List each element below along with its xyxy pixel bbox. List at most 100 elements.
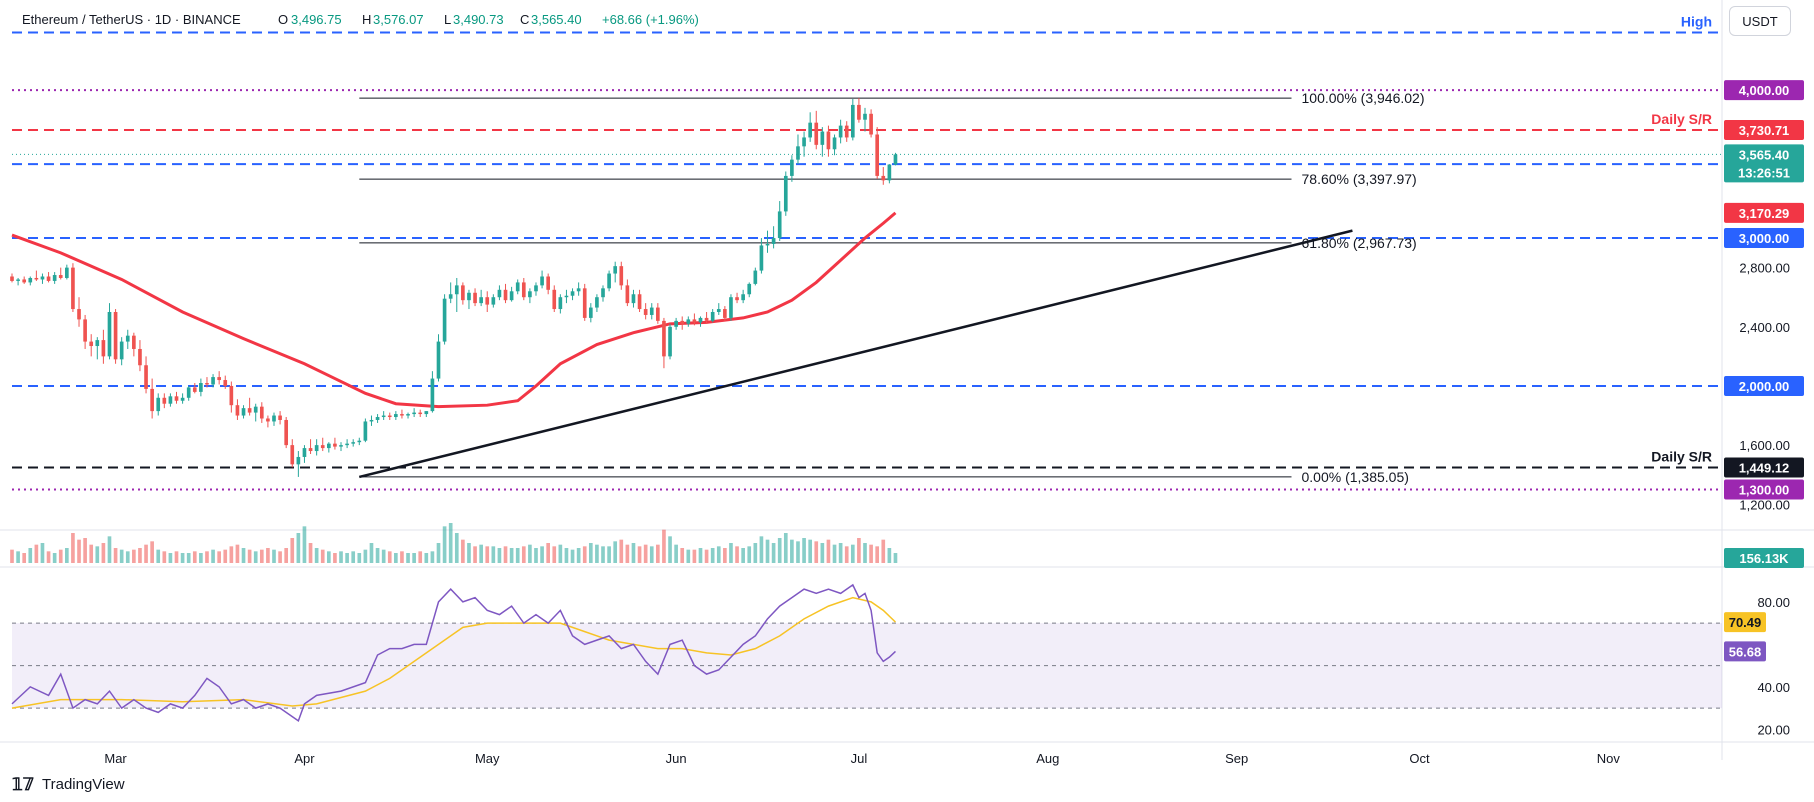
volume-bar xyxy=(607,546,611,563)
volume-bar xyxy=(790,539,794,563)
candle-body xyxy=(515,282,520,292)
volume-bar xyxy=(394,553,398,563)
volume-bar xyxy=(71,533,75,563)
volume-bar xyxy=(327,551,331,563)
candle-body xyxy=(759,245,764,271)
volume-bar xyxy=(625,544,630,563)
volume-bar xyxy=(333,553,337,563)
volume-bar xyxy=(576,548,581,563)
candle-body xyxy=(430,378,435,412)
candle-body xyxy=(625,285,630,304)
candle-body xyxy=(790,159,794,176)
volume-tag-bg xyxy=(1724,548,1804,568)
candle-body xyxy=(461,285,465,301)
candle-body xyxy=(528,291,532,298)
time-tick-label: Apr xyxy=(294,751,315,766)
trendline[interactable] xyxy=(358,229,1353,479)
fibonacci-retracement[interactable]: 100.00% (3,946.02) 78.60% (3,397.97) 61.80… xyxy=(359,90,1424,485)
volume-bar xyxy=(680,548,685,563)
branding-text: TradingView xyxy=(42,776,125,793)
candle-body xyxy=(375,417,380,420)
volume-bar xyxy=(521,546,526,563)
rsi-tick-label: 20.00 xyxy=(1757,722,1790,737)
volume-bar xyxy=(741,548,745,563)
candle-body xyxy=(247,408,252,413)
candle-body xyxy=(448,294,453,299)
volume-bar xyxy=(686,549,691,563)
candle-body xyxy=(796,146,800,160)
current-price-tag-bg xyxy=(1724,144,1804,183)
candle-body xyxy=(509,291,514,301)
candle-body xyxy=(454,285,459,295)
volume-bar xyxy=(674,544,678,563)
horizontal-levels: High Daily S/R Daily S/R xyxy=(12,13,1722,491)
candle-body xyxy=(71,267,75,310)
open-label: O xyxy=(278,12,288,27)
volume-bar xyxy=(387,551,392,563)
volume-bar xyxy=(777,538,782,563)
candle-body xyxy=(235,405,240,416)
volume-bar xyxy=(412,553,416,563)
candle-body xyxy=(83,319,87,342)
header: Ethereum / TetherUS · 1D · BINANCE O 3,4… xyxy=(22,12,699,27)
level-tag: 2,000.00 xyxy=(1739,379,1790,394)
volume-bar xyxy=(199,553,203,563)
volume-bar xyxy=(771,543,776,563)
volume-bar xyxy=(467,543,471,563)
candle-body xyxy=(205,383,209,385)
volume-bar xyxy=(314,548,319,563)
candle-body xyxy=(698,317,703,323)
candle-body xyxy=(394,414,398,418)
low-label: L xyxy=(444,12,451,27)
candle-body xyxy=(52,275,57,281)
volume-bar xyxy=(515,548,520,563)
candle-body xyxy=(186,387,191,398)
volume-bar xyxy=(174,551,179,563)
volume-bar xyxy=(863,543,867,563)
candle-body xyxy=(290,445,295,465)
candle-body xyxy=(747,283,752,295)
candle-body xyxy=(802,137,806,147)
tradingview-logo[interactable]: 𝟙𝟟 TradingView xyxy=(12,775,125,794)
rsi-tag: 56.68 xyxy=(1729,644,1762,659)
candle-body xyxy=(77,309,81,320)
volume-bar xyxy=(418,551,423,563)
candle-body xyxy=(320,445,325,449)
volume-bar xyxy=(290,538,295,563)
candle-body xyxy=(144,365,148,389)
volume-bar xyxy=(631,543,636,563)
candle-body xyxy=(479,297,483,304)
volume-bar xyxy=(168,553,173,563)
rsi-pane xyxy=(11,583,1722,723)
candle-body xyxy=(412,412,416,415)
rsi-tag-bg xyxy=(1724,641,1766,662)
candle-body xyxy=(150,388,154,412)
candle-body xyxy=(400,414,404,416)
candle-body xyxy=(534,285,538,292)
volume-bar xyxy=(783,533,788,563)
fib-level-label: 0.00% (1,385.05) xyxy=(1302,469,1409,485)
volume-bar xyxy=(119,549,124,563)
candle-body xyxy=(138,348,142,366)
candle-body xyxy=(229,385,234,406)
volume-bar xyxy=(796,541,800,563)
candle-body xyxy=(119,341,124,360)
time-tick-label: Mar xyxy=(104,751,127,766)
candle-body xyxy=(881,175,886,181)
candle-body xyxy=(46,276,51,281)
candle-body xyxy=(857,104,861,120)
countdown-tag: 13:26:51 xyxy=(1738,165,1790,180)
candle-body xyxy=(418,412,423,415)
candle-body xyxy=(357,440,362,443)
currency-button[interactable]: USDT xyxy=(1729,6,1791,36)
candle-body xyxy=(643,309,648,315)
volume-bar xyxy=(601,546,605,563)
candle-body xyxy=(259,406,264,419)
rsi-tick-label: 40.00 xyxy=(1757,680,1790,695)
time-tick-label: Oct xyxy=(1409,751,1430,766)
candle-body xyxy=(369,419,374,422)
volume-bar xyxy=(424,553,429,563)
candle-body xyxy=(253,406,258,413)
volume-bar xyxy=(162,551,167,563)
